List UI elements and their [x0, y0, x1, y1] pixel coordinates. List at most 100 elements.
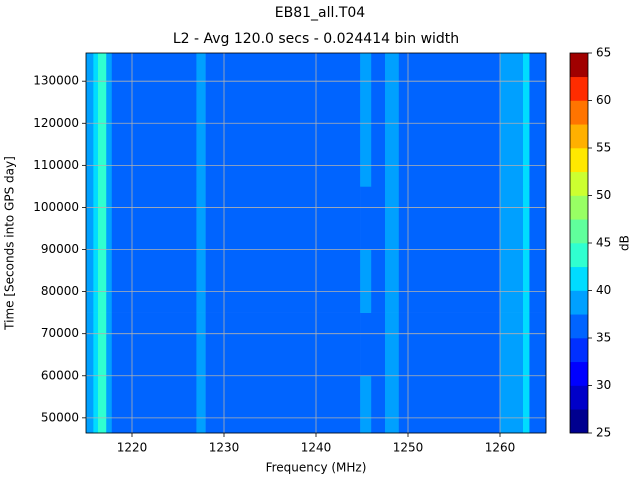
y-tick-label: 100000 — [33, 200, 79, 214]
colorbar-swatch — [570, 195, 588, 220]
colorbar-swatch — [570, 219, 588, 244]
heatmap-cell — [205, 123, 361, 187]
heatmap-cell — [360, 375, 372, 434]
heatmap-cell — [360, 249, 372, 313]
heatmap-cell — [196, 375, 206, 434]
heatmap-cell — [111, 186, 197, 250]
heatmap-cell — [93, 249, 99, 313]
colorbar-swatch — [570, 171, 588, 196]
heatmap-cell — [385, 123, 400, 187]
y-tick-label: 60000 — [41, 368, 79, 382]
heatmap-cell — [111, 312, 197, 377]
heatmap-cell — [398, 312, 501, 377]
heatmap-cell — [205, 249, 361, 313]
chart-subtitle: L2 - Avg 120.0 secs - 0.024414 bin width — [173, 31, 459, 47]
colorbar-tick-label: 40 — [596, 283, 611, 297]
heatmap-cell — [106, 186, 113, 250]
heatmap-cell — [398, 186, 501, 250]
heatmap-cell — [106, 53, 113, 124]
heatmap-cell — [205, 312, 361, 377]
y-tick-label: 130000 — [33, 74, 79, 88]
y-tick-label: 80000 — [41, 284, 79, 298]
heatmap-cell — [523, 375, 530, 434]
heatmap-cell — [86, 186, 94, 250]
heatmap-cell — [93, 375, 99, 434]
heatmap-cell — [97, 249, 107, 313]
heatmap-cell — [205, 375, 361, 434]
y-tick-label: 90000 — [41, 242, 79, 256]
heatmap-cell — [500, 312, 524, 377]
colorbar-tick-label: 45 — [596, 236, 611, 250]
heatmap-cell — [371, 186, 386, 250]
heatmap-cell — [371, 123, 386, 187]
heatmap-cell — [196, 123, 206, 187]
heatmap-cell — [500, 123, 524, 187]
heatmap-cell — [106, 375, 113, 434]
heatmap-cell — [97, 123, 107, 187]
colorbar-swatch — [570, 290, 588, 315]
heatmap-cell — [529, 123, 547, 187]
heatmap-cell — [371, 312, 386, 377]
heatmap-cell — [523, 312, 530, 377]
heatmap-cell — [86, 312, 94, 377]
heatmap-cell — [106, 123, 113, 187]
heatmap-cell — [385, 186, 400, 250]
heatmap-cell — [111, 249, 197, 313]
colorbar-swatch — [570, 385, 588, 410]
heatmap-cell — [529, 375, 547, 434]
heatmap-cell — [106, 312, 113, 377]
heatmap-cell — [385, 249, 400, 313]
colorbar-swatch — [570, 338, 588, 363]
heatmap-cell — [360, 53, 372, 124]
heatmap-cell — [500, 53, 524, 124]
colorbar-swatch — [570, 361, 588, 386]
heatmap-cell — [385, 53, 400, 124]
heatmap-cell — [371, 53, 386, 124]
y-tick-label: 110000 — [33, 158, 79, 172]
heatmap-cell — [385, 312, 400, 377]
y-tick-label: 70000 — [41, 326, 79, 340]
heatmap-cell — [529, 53, 547, 124]
colorbar-swatch — [570, 409, 588, 434]
x-tick-label: 1260 — [485, 441, 516, 455]
heatmap-cell — [97, 186, 107, 250]
heatmap-cell — [523, 249, 530, 313]
colorbar-tick-label: 25 — [596, 426, 611, 440]
heatmap-cell — [196, 186, 206, 250]
heatmap-cell — [523, 123, 530, 187]
colorbar-swatch — [570, 124, 588, 149]
colorbar-tick-label: 60 — [596, 93, 611, 107]
heatmap-cell — [93, 53, 99, 124]
heatmap-cell — [93, 312, 99, 377]
heatmap-cell — [523, 186, 530, 250]
heatmap-cell — [398, 53, 501, 124]
x-axis-label: Frequency (MHz) — [266, 461, 367, 475]
colorbar-swatch — [570, 76, 588, 101]
colorbar-swatch — [570, 266, 588, 291]
heatmap-cell — [371, 249, 386, 313]
heatmap-cell — [398, 375, 501, 434]
heatmap-cell — [385, 375, 400, 434]
heatmap-cell — [205, 186, 361, 250]
heatmap-cell — [93, 123, 99, 187]
heatmap-cell — [86, 53, 94, 124]
chart-title: EB81_all.T04 — [275, 5, 366, 21]
heatmap-cell — [360, 123, 372, 187]
colorbar-tick-label: 50 — [596, 188, 611, 202]
heatmap-cell — [529, 249, 547, 313]
colorbar-swatch — [570, 243, 588, 268]
heatmap-cell — [398, 123, 501, 187]
heatmap-cell — [529, 186, 547, 250]
y-axis-label: Time [Seconds into GPS day] — [3, 156, 17, 331]
heatmap-cell — [86, 249, 94, 313]
heatmap-cell — [398, 249, 501, 313]
x-tick-label: 1230 — [209, 441, 240, 455]
y-tick-label: 50000 — [41, 410, 79, 424]
heatmap-cell — [86, 375, 94, 434]
heatmap-cell — [97, 375, 107, 434]
heatmap-cell — [86, 123, 94, 187]
colorbar-swatch — [570, 314, 588, 339]
x-tick-label: 1240 — [301, 441, 332, 455]
heatmap-cell — [500, 375, 524, 434]
heatmap-cell — [196, 249, 206, 313]
